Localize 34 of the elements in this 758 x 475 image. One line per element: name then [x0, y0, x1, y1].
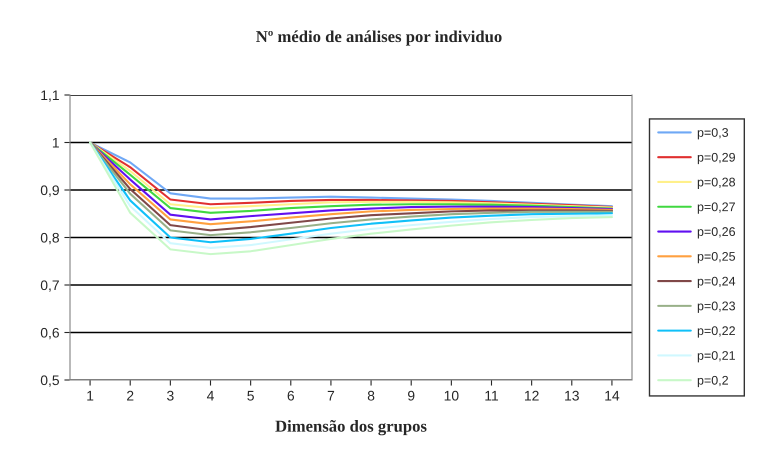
x-tick-label: 12 — [524, 390, 539, 400]
y-tick-label: 0,7 — [40, 280, 59, 292]
x-axis-title: Dimensão dos grupos — [275, 420, 427, 436]
legend-label: p=0,21 — [698, 351, 735, 362]
x-tick-label: 7 — [328, 390, 334, 400]
x-tick-label: 10 — [444, 390, 459, 401]
y-tick-label: 0,5 — [40, 375, 60, 387]
y-tick-label: 0,8 — [40, 232, 59, 244]
x-tick-label: 3 — [167, 390, 174, 401]
x-tick-label: 13 — [565, 390, 579, 401]
legend-label: p=0,22 — [698, 326, 735, 338]
legend-label: p=0,27 — [698, 202, 735, 214]
legend-label: p=0,23 — [698, 302, 736, 313]
y-tick-label: 1,1 — [41, 90, 59, 102]
legend-label: p=0,2 — [698, 376, 728, 388]
chart-title: Nº médio de análises por individuo — [256, 30, 502, 46]
y-tick-label: 1 — [52, 138, 59, 148]
x-tick-label: 6 — [288, 390, 294, 401]
legend-label: p=0,29 — [698, 152, 735, 164]
y-tick-label: 0,9 — [40, 185, 59, 197]
legend-label: p=0,3 — [698, 128, 728, 140]
legend-label: p=0,28 — [698, 178, 736, 189]
legend-label: p=0,25 — [698, 252, 736, 264]
x-tick-label: 9 — [408, 390, 414, 401]
x-tick-label: 11 — [485, 390, 498, 400]
legend-label: p=0,26 — [698, 227, 736, 238]
legend-label: p=0,24 — [698, 276, 736, 288]
x-tick-label: 4 — [206, 390, 214, 400]
x-tick-label: 5 — [247, 390, 254, 401]
x-tick-label: 2 — [127, 390, 134, 400]
x-tick-label: 1 — [87, 390, 94, 400]
x-tick-label: 8 — [368, 390, 374, 401]
y-tick-label: 0,6 — [40, 328, 59, 340]
x-tick-label: 14 — [605, 390, 620, 400]
